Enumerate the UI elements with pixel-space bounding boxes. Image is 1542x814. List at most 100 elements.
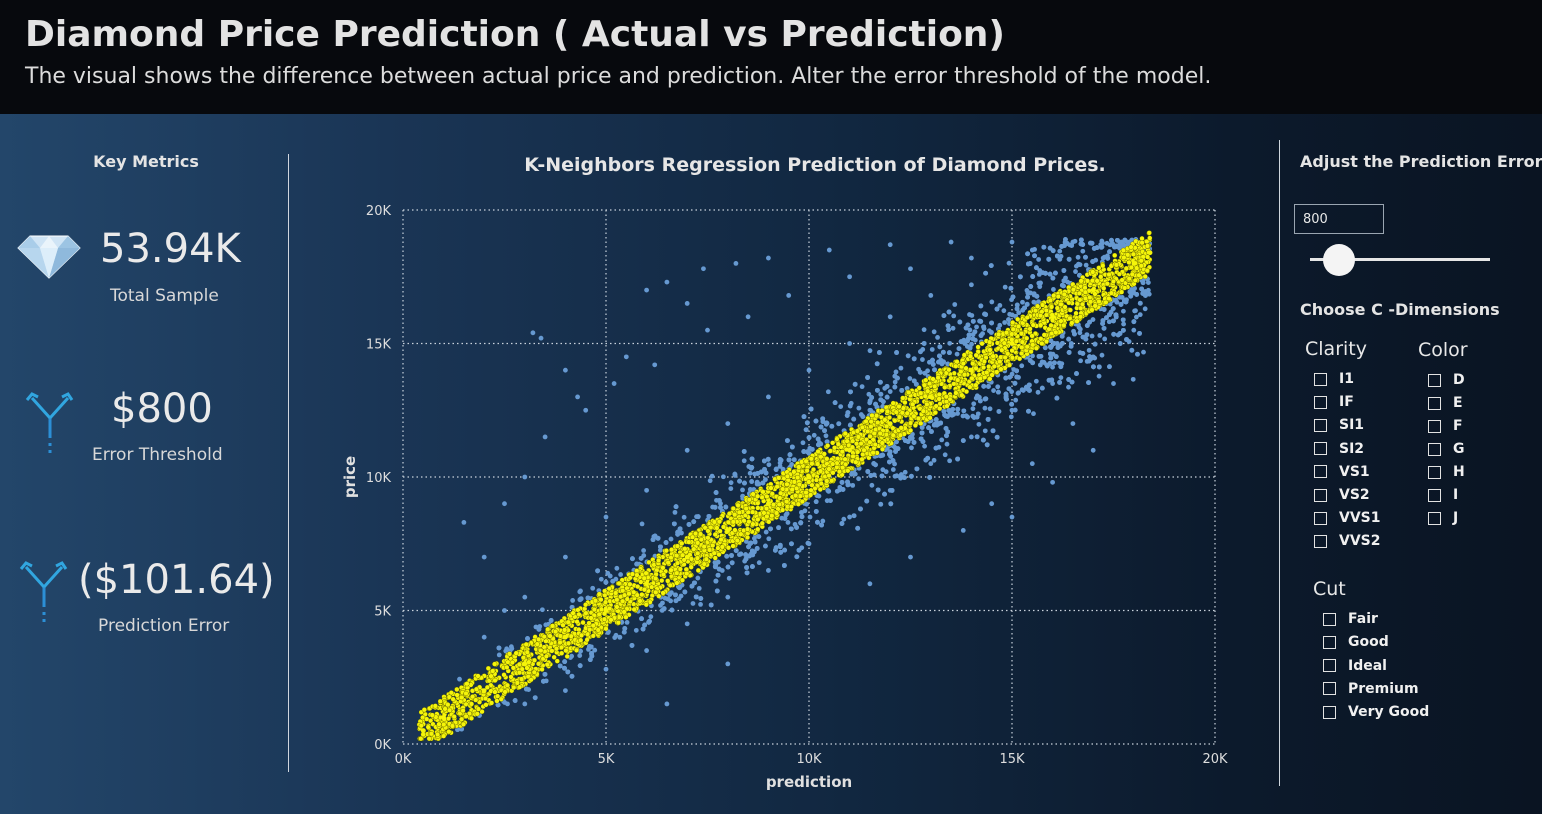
scatter-point [1048, 338, 1054, 344]
scatter-point [941, 313, 947, 318]
scatter-point [858, 506, 863, 512]
threshold-point [674, 543, 680, 549]
threshold-point [879, 446, 886, 452]
scatter-chart: 0K 5K 10K 15K 20K0K5K10K15K20Kpredictionpric… [341, 204, 1228, 791]
threshold-point [1147, 235, 1153, 241]
threshold-point [712, 531, 718, 538]
scatter-point [782, 516, 788, 521]
scatter-point [1083, 336, 1089, 342]
scatter-point [799, 510, 804, 515]
scatter-point [878, 501, 884, 507]
scatter-point [671, 521, 677, 527]
threshold-point [473, 686, 479, 692]
threshold-point [1043, 307, 1049, 314]
scatter-point [1024, 301, 1030, 307]
scatter-point [955, 411, 960, 416]
scatter-point [525, 636, 530, 641]
threshold-point [975, 344, 981, 350]
threshold-point [890, 400, 896, 406]
scatter-point [847, 403, 853, 409]
scatter-point [1075, 254, 1081, 260]
scatter-point [1006, 317, 1011, 323]
scatter-point [1068, 341, 1074, 347]
scatter-point [457, 676, 462, 682]
scatter-point [1039, 385, 1045, 391]
scatter-point [880, 467, 886, 473]
threshold-point [755, 505, 761, 511]
threshold-point [421, 707, 427, 713]
scatter-point [756, 560, 762, 566]
scatter-point [859, 384, 865, 390]
scatter-point [922, 370, 928, 376]
split-arrow-icon [19, 561, 68, 622]
scatter-point [976, 421, 982, 427]
threshold-point [977, 376, 983, 382]
scatter-point [977, 398, 983, 404]
threshold-point [674, 560, 681, 566]
scatter-point [1014, 302, 1020, 308]
threshold-point [1002, 354, 1008, 361]
scatter-point [1097, 333, 1103, 338]
scatter-point [1077, 326, 1083, 332]
scatter-point [909, 435, 915, 441]
x-axis-label: prediction [766, 773, 852, 791]
threshold-point [916, 385, 922, 391]
scatter-point [752, 539, 758, 545]
scatter-point [496, 652, 502, 658]
threshold-point [1096, 265, 1102, 271]
scatter-point [1143, 293, 1148, 298]
scatter-point [729, 560, 735, 566]
scatter-point [917, 369, 923, 375]
scatter-point [1076, 261, 1081, 267]
scatter-point [887, 389, 893, 394]
scatter-point [763, 477, 768, 483]
scatter-point [965, 414, 970, 420]
scatter-point [1128, 293, 1134, 299]
scatter-point [971, 401, 977, 407]
scatter-point [1030, 353, 1035, 359]
scatter-point [678, 593, 684, 599]
scatter-point [1037, 268, 1043, 273]
scatter-point [943, 426, 949, 431]
threshold-point [1069, 320, 1075, 326]
scatter-point [1059, 340, 1065, 346]
threshold-point [463, 713, 469, 719]
scatter-point [789, 541, 794, 547]
threshold-point [718, 537, 724, 543]
scatter-point [715, 572, 721, 578]
scatter-point [918, 349, 923, 355]
scatter-point [937, 344, 943, 350]
scatter-point [852, 381, 858, 387]
threshold-point [982, 374, 988, 380]
scatter-point [1107, 249, 1112, 255]
scatter-point [980, 437, 986, 443]
threshold-point [1145, 254, 1151, 260]
scatter-point [927, 475, 933, 480]
scatter-point [909, 445, 914, 451]
threshold-point [1018, 350, 1025, 357]
scatter-point [756, 534, 762, 540]
scatter-point [1029, 461, 1035, 467]
scatter-point [791, 457, 797, 463]
scatter-point [570, 598, 576, 603]
scatter-point [728, 480, 734, 486]
scatter-point [1042, 345, 1048, 351]
scatter-point [945, 414, 950, 419]
scatter-point [744, 565, 749, 570]
scatter-point [668, 536, 674, 542]
scatter-point [974, 324, 979, 330]
threshold-point [1077, 297, 1083, 303]
scatter-point [920, 439, 926, 444]
scatter-point [1059, 282, 1065, 288]
x-tick-label: 5K [598, 752, 615, 767]
scatter-point [911, 356, 917, 362]
threshold-point [1067, 307, 1073, 313]
chart-title: K-Neighbors Regression Prediction of Dia… [524, 154, 1106, 176]
scatter-point [1084, 323, 1090, 328]
threshold-point [1101, 285, 1107, 291]
scatter-point [611, 381, 617, 386]
scatter-point [1012, 380, 1018, 386]
scatter-point [977, 318, 983, 324]
scatter-point [512, 698, 518, 703]
scatter-point [718, 505, 723, 510]
